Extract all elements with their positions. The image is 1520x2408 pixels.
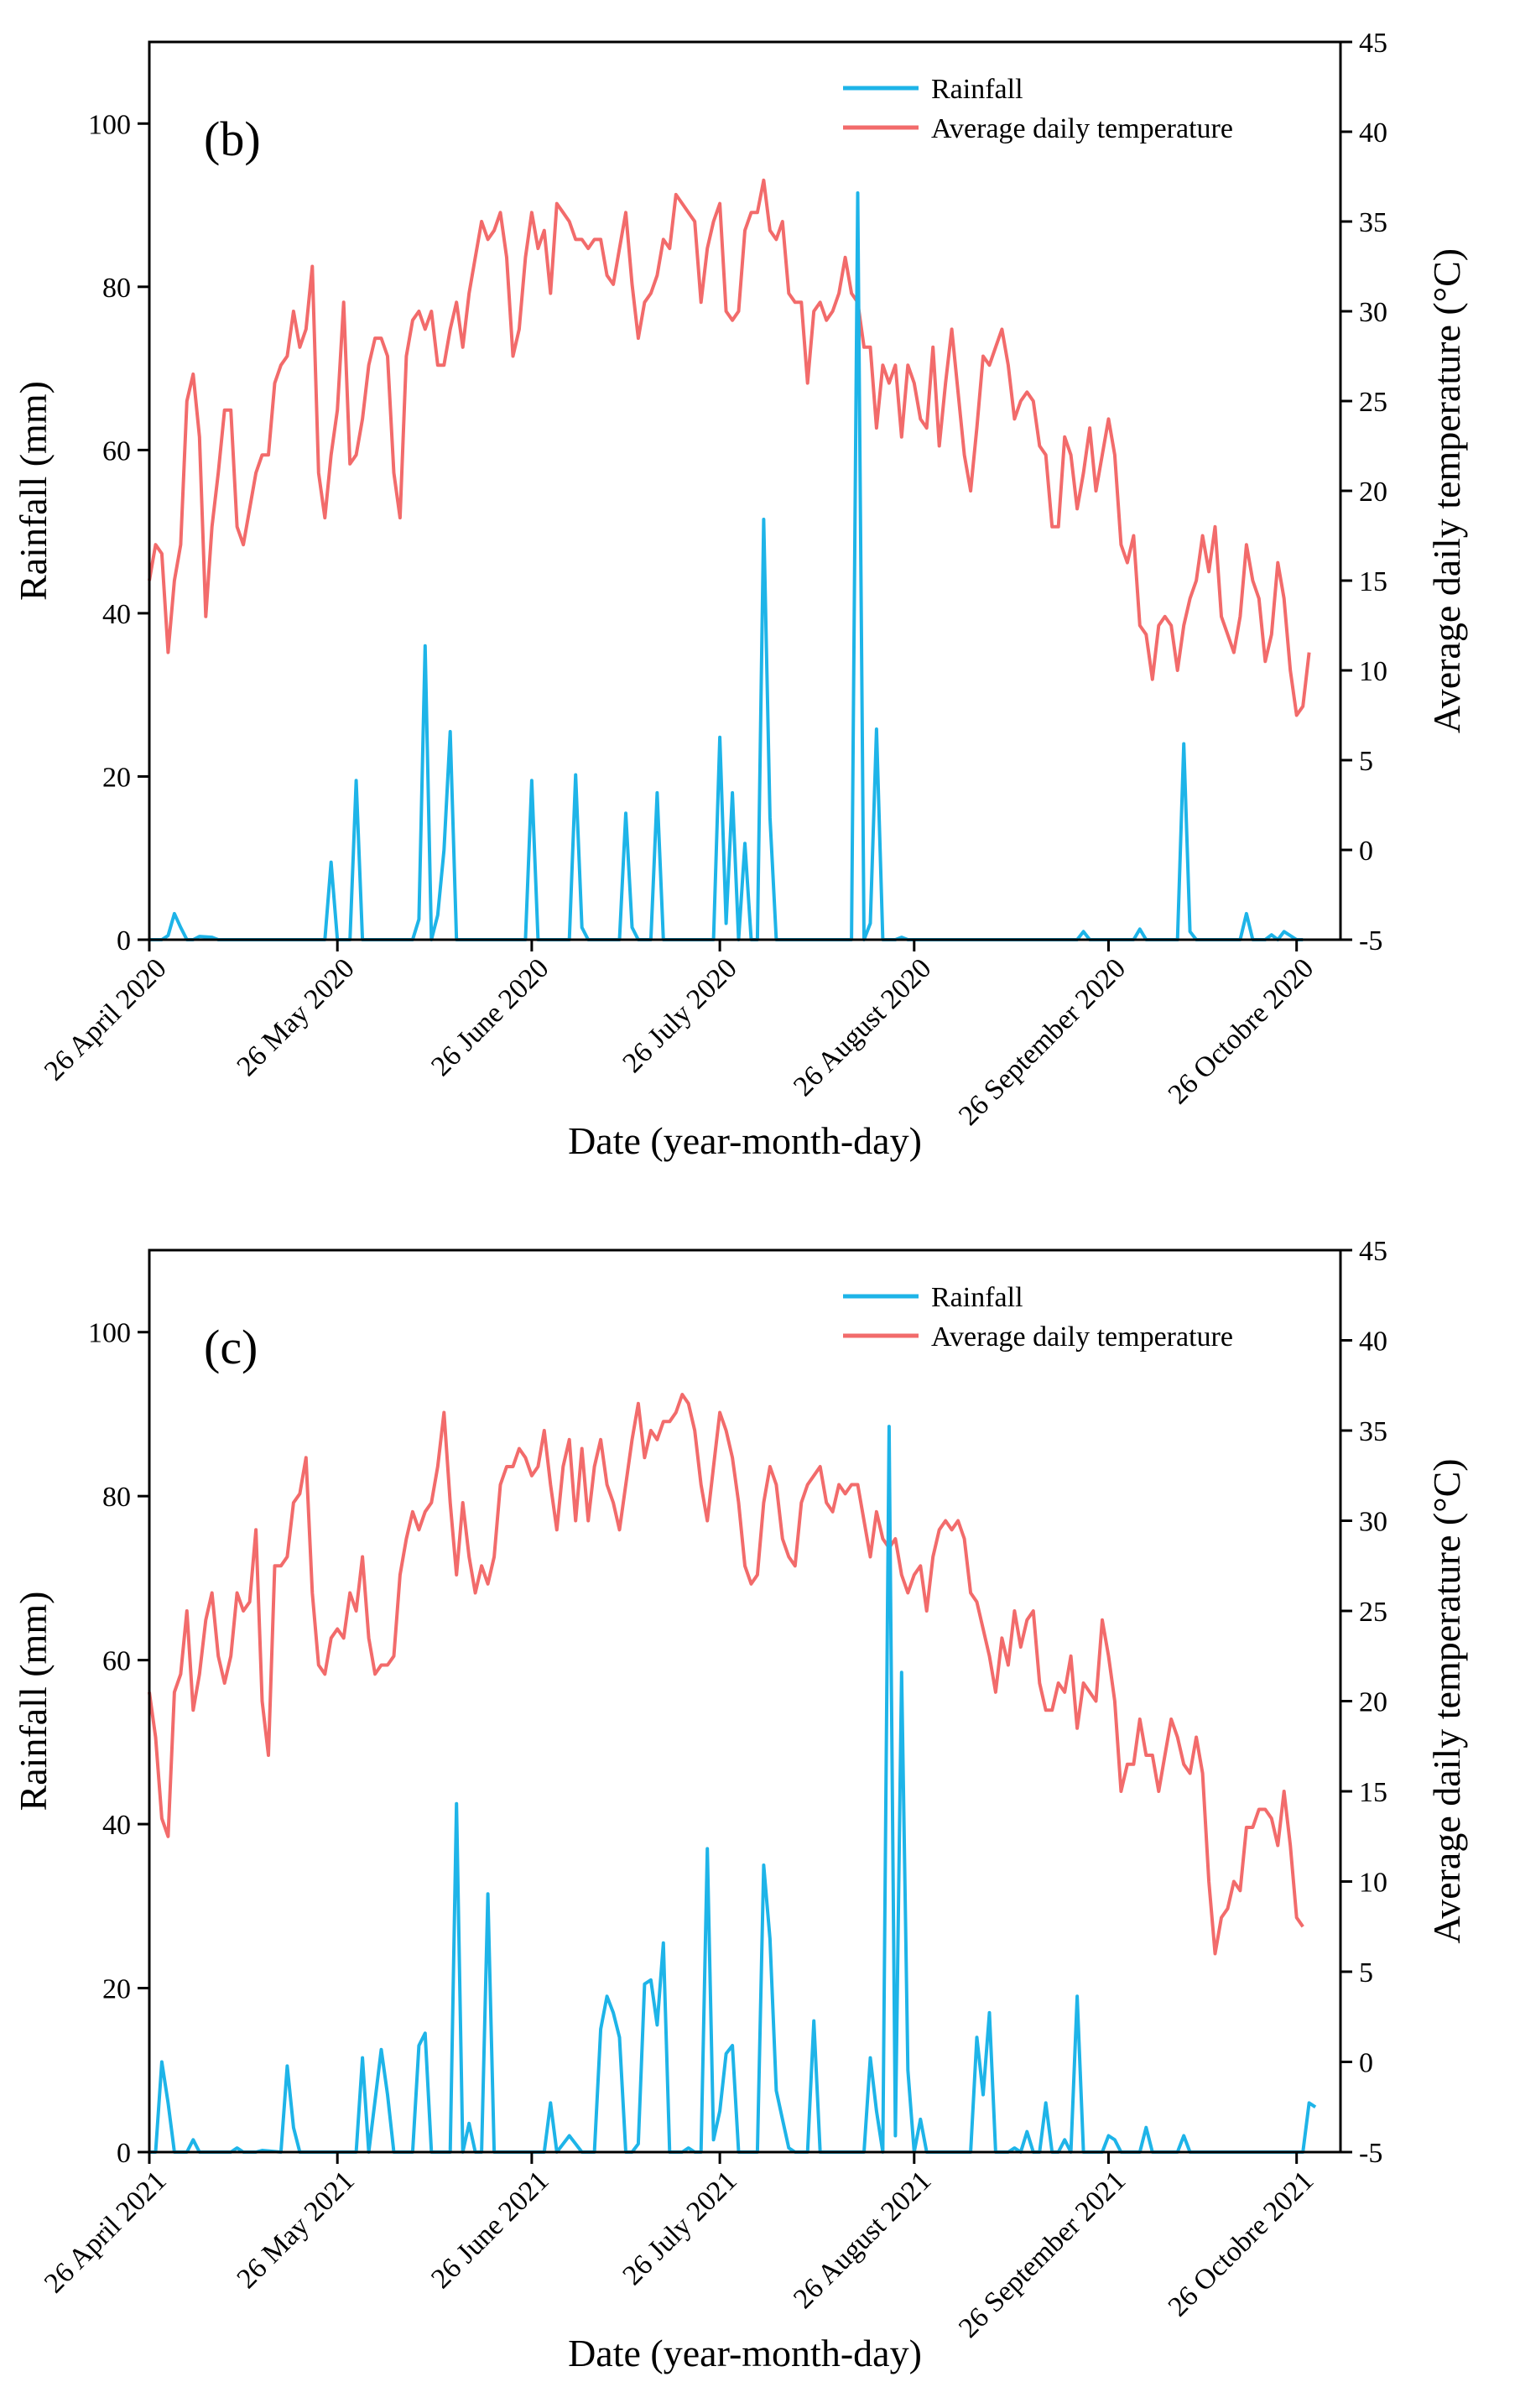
y2-tick-label: 10 [1359,656,1387,687]
y-tick-label: 60 [102,1646,131,1677]
y2-tick-label: 40 [1359,117,1387,149]
y2-tick-label: 35 [1359,1416,1387,1447]
legend: Rainfall Average daily temperature [843,74,1233,144]
x-axis-title: Date (year-month-day) [568,1119,922,1162]
y2-tick-label: 45 [1359,1236,1387,1267]
y2-tick-label: 25 [1359,1597,1387,1628]
y-tick-label: 80 [102,273,131,304]
y2-tick-label: -5 [1359,2138,1382,2169]
y2-tick-label: 5 [1359,1957,1373,1988]
series-line-average-daily-temperature [148,1393,1304,1956]
panel-label: (c) [204,1320,258,1374]
y-tick-label: 80 [102,1482,131,1513]
y-tick-label: 0 [117,925,131,956]
y2-tick-label: 30 [1359,1507,1387,1538]
y2-tick-label: 15 [1359,1777,1387,1808]
y2-tick-label: 10 [1359,1868,1387,1899]
y2-axis-title: Average daily temperature (°C) [1425,1458,1468,1943]
legend-label: Rainfall [931,74,1023,105]
y2-tick-label: 25 [1359,387,1387,418]
series-line-average-daily-temperature [148,178,1311,717]
legend: Rainfall Average daily temperature [843,1282,1233,1353]
y2-tick-label: 15 [1359,566,1387,597]
y-tick-label: 100 [88,109,131,140]
legend-label: Average daily temperature [931,1321,1233,1353]
y-tick-label: 40 [102,599,131,630]
y-tick-label: 20 [102,1974,131,2005]
y2-tick-label: 30 [1359,297,1387,328]
y2-tick-label: 0 [1359,836,1373,867]
y-axis-title: Rainfall (mm) [12,381,55,601]
y2-tick-label: -5 [1359,925,1382,956]
y2-tick-label: 45 [1359,28,1387,59]
y-tick-label: 60 [102,435,131,466]
y2-tick-label: 0 [1359,2048,1373,2079]
y2-tick-label: 20 [1359,1687,1387,1718]
panel-label: (b) [204,112,261,166]
x-axis-title: Date (year-month-day) [568,2332,922,2374]
legend-label: Average daily temperature [931,113,1233,144]
y2-tick-label: 40 [1359,1326,1387,1358]
y-tick-label: 40 [102,1810,131,1841]
y-axis-title: Rainfall (mm) [12,1592,55,1811]
y-tick-label: 0 [117,2138,131,2169]
y2-tick-label: 20 [1359,477,1387,508]
legend-label: Rainfall [931,1282,1023,1313]
y-tick-label: 100 [88,1318,131,1349]
y2-tick-label: 5 [1359,746,1373,777]
y-tick-label: 20 [102,762,131,793]
y2-tick-label: 35 [1359,207,1387,238]
y2-axis-title: Average daily temperature (°C) [1425,248,1468,733]
